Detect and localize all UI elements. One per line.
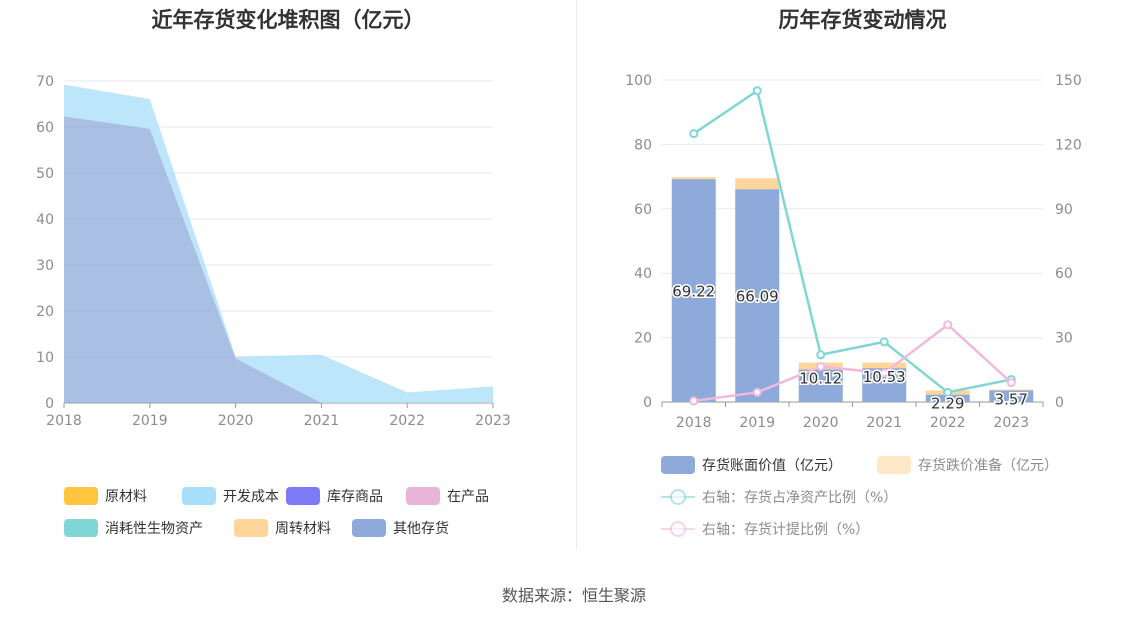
bar-impairment (989, 389, 1034, 391)
line-point (879, 368, 889, 378)
line-point (816, 350, 826, 360)
combo-bar-line-chart: 0 20 40 60 80 100 0 30 60 90 120 150 2018 2019 2020 202… (625, 73, 1082, 538)
stacked-area-chart: 0 10 20 30 40 50 60 70 2018 2019 2020 2021 2022 2023 原… (36, 74, 511, 537)
y-tick-label: 0 (643, 395, 652, 411)
bar-book-value (671, 179, 716, 402)
bar-value-label: 66.09 (736, 288, 779, 306)
legend-label: 存货账面价值（亿元） (702, 457, 842, 474)
x-tick-label: 2021 (304, 413, 340, 429)
line-series (693, 88, 1012, 394)
y-tick-label: 80 (634, 137, 652, 153)
left-chart-panel: 近年存货变化堆积图（亿元） 0 10 20 30 40 50 60 70 2018 2019 202… (0, 0, 576, 550)
bar-value-label: 69.22 (672, 283, 715, 301)
y-tick-label: 60 (634, 202, 652, 218)
bar-impairment (671, 177, 716, 180)
legend-swatch (352, 519, 386, 537)
legend-label: 周转材料 (275, 521, 331, 537)
x-tick-label: 2023 (475, 413, 511, 429)
legend-label: 库存商品 (327, 489, 383, 505)
line-point (752, 86, 762, 96)
y-tick-label: 10 (36, 350, 54, 366)
legend-swatch (286, 487, 320, 505)
area-series-其他存货 (64, 116, 493, 404)
right-chart-panel: 历年存货变动情况 0 20 40 60 80 100 0 30 60 90 120 150 2018 20… (577, 0, 1148, 550)
legend-marker (670, 489, 686, 505)
legend-label: 在产品 (447, 489, 489, 505)
legend-swatch (182, 487, 216, 505)
y2-tick-label: 30 (1055, 331, 1073, 347)
y-tick-label: 60 (36, 120, 54, 136)
bar-book-value (798, 369, 843, 402)
line-point (816, 362, 826, 372)
y-tick-label: 20 (36, 304, 54, 320)
line-point (1006, 378, 1016, 388)
y-tick-label: 70 (36, 74, 54, 90)
y2-tick-label: 0 (1055, 395, 1064, 411)
y2-tick-label: 60 (1055, 266, 1073, 282)
legend-swatch (64, 487, 98, 505)
y-tick-label: 50 (36, 166, 54, 182)
line-point (689, 396, 699, 406)
legend-label: 开发成本 (223, 489, 279, 505)
line-point (752, 387, 762, 397)
y-tick-label: 0 (45, 396, 54, 412)
legend-label: 右轴：存货占净资产比例（%） (702, 489, 897, 506)
line-point (943, 320, 953, 330)
x-tick-label: 2020 (803, 415, 839, 431)
x-tick-label: 2018 (46, 413, 82, 429)
bar-value-label: 2.29 (931, 395, 964, 413)
x-tick-label: 2022 (389, 413, 425, 429)
area-series-开发成本 (64, 84, 493, 404)
x-tick-label: 2023 (993, 415, 1029, 431)
legend-swatch (406, 487, 440, 505)
y2-tick-label: 150 (1055, 73, 1082, 89)
x-tick-label: 2020 (218, 413, 254, 429)
x-tick-label: 2019 (132, 413, 168, 429)
line-point (879, 337, 889, 347)
legend-swatch (64, 519, 98, 537)
legend-swatch (234, 519, 268, 537)
legend-label: 消耗性生物资产 (105, 521, 203, 537)
bar-value-label: 10.12 (799, 369, 842, 387)
legend-swatch (877, 456, 911, 474)
bar-impairment (862, 362, 907, 369)
line-point (943, 387, 953, 397)
legend-marker (670, 521, 686, 537)
y-tick-label: 30 (36, 258, 54, 274)
legend-label: 右轴：存货计提比例（%） (702, 521, 869, 538)
data-source: 数据来源：恒生聚源 (501, 586, 646, 605)
bar-value-label: 10.53 (863, 368, 906, 386)
right-chart-title: 历年存货变动情况 (778, 8, 947, 32)
y2-tick-label: 120 (1055, 137, 1082, 153)
line-series (693, 323, 1013, 403)
y-tick-label: 40 (634, 266, 652, 282)
bar-book-value (735, 189, 780, 402)
legend-swatch (661, 456, 695, 474)
y-tick-label: 100 (625, 73, 652, 89)
x-tick-label: 2022 (930, 415, 966, 431)
x-tick-label: 2019 (739, 415, 775, 431)
legend-label: 原材料 (105, 489, 147, 505)
line-point (689, 129, 699, 139)
legend-label: 其他存货 (393, 520, 449, 537)
legend-label: 存货跌价准备（亿元） (918, 457, 1058, 474)
bar-impairment (735, 178, 780, 190)
left-chart-title: 近年存货变化堆积图（亿元） (151, 8, 425, 32)
y-tick-label: 20 (634, 331, 652, 347)
y2-tick-label: 90 (1055, 202, 1073, 218)
x-tick-label: 2021 (866, 415, 902, 431)
y-tick-label: 40 (36, 212, 54, 228)
bar-book-value (925, 394, 970, 402)
x-tick-label: 2018 (676, 415, 712, 431)
bar-book-value (989, 390, 1034, 402)
bar-value-label: 3.57 (995, 391, 1028, 409)
panel-divider (576, 0, 577, 550)
